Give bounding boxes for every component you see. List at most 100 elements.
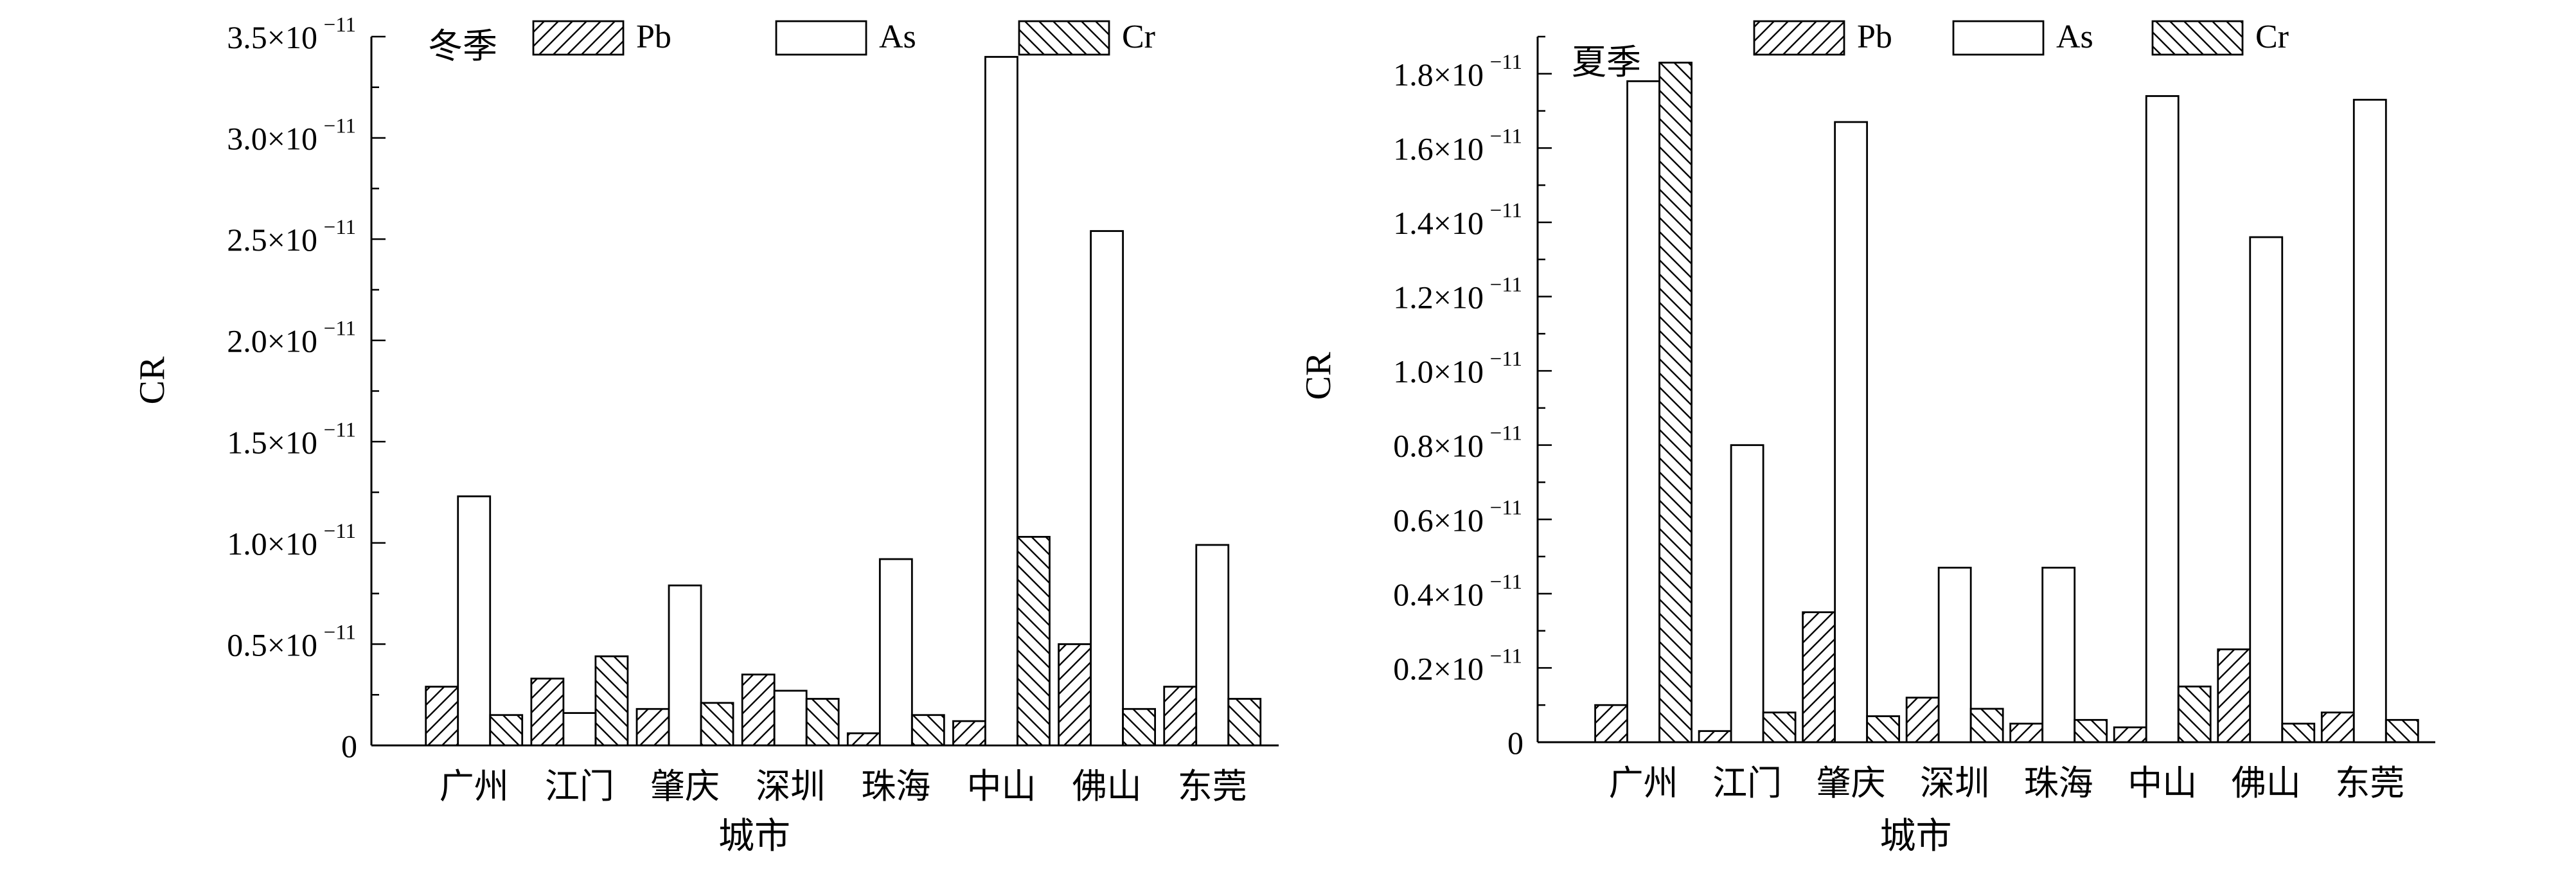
bar-cr-4 (910, 714, 945, 747)
bar-cr-3 (1969, 707, 2004, 743)
y-tick-label: 1.2×10 (1393, 280, 1484, 316)
bar-as-5 (2145, 95, 2180, 743)
legend-swatch-pb (1753, 20, 1845, 56)
legend-label-pb: Pb (636, 19, 671, 55)
legend-label-cr: Cr (2255, 19, 2289, 55)
bar-pb-6 (1058, 643, 1092, 747)
x-tick-label: 东莞 (2335, 764, 2404, 803)
y-tick-label: 0.6×10 (1393, 502, 1484, 538)
bar-cr-2 (700, 702, 734, 747)
bar-as-5 (984, 56, 1018, 747)
legend-swatch-as (775, 20, 867, 56)
bar-pb-3 (741, 673, 776, 747)
y-tick-exponent: −11 (1490, 199, 1522, 222)
bar-cr-4 (2074, 718, 2108, 743)
bar-cr-1 (1762, 711, 1797, 743)
y-tick-exponent: −11 (1490, 274, 1522, 297)
legend-label-pb: Pb (1857, 19, 1892, 55)
bar-as-3 (773, 690, 808, 747)
y-tick-label: 3.5×10 (227, 19, 317, 55)
x-tick-label: 肇庆 (1817, 764, 1886, 803)
bar-pb-3 (1905, 697, 1940, 743)
y-tick-label: 0.8×10 (1393, 428, 1484, 464)
bar-as-0 (1626, 80, 1660, 743)
bar-as-2 (1834, 121, 1869, 743)
y-tick-exponent: −11 (324, 216, 356, 239)
bar-cr-0 (1658, 62, 1692, 743)
bar-cr-2 (1866, 715, 1901, 743)
y-tick-label: 1.5×10 (227, 424, 317, 460)
bar-as-6 (1090, 230, 1124, 747)
legend-swatch-pb (532, 20, 625, 56)
bar-pb-7 (1163, 686, 1198, 747)
bar-cr-7 (1227, 698, 1262, 747)
bar-pb-6 (2217, 648, 2252, 743)
x-tick-label: 江门 (545, 767, 614, 806)
bar-as-1 (1730, 444, 1764, 743)
bar-as-0 (457, 495, 492, 747)
x-tick-label: 肇庆 (650, 767, 720, 806)
legend-swatch-cr (1018, 20, 1110, 56)
bar-cr-1 (594, 655, 629, 747)
bar-pb-5 (2113, 726, 2147, 743)
bar-pb-0 (1594, 704, 1628, 743)
bar-as-7 (2352, 98, 2387, 743)
bar-as-6 (2249, 236, 2284, 743)
season-label: 冬季 (428, 27, 497, 66)
x-tick-label: 中山 (2127, 764, 2197, 803)
x-tick-label: 珠海 (861, 767, 930, 806)
y-tick-label: 2.0×10 (227, 323, 317, 359)
bar-pb-4 (2009, 722, 2044, 743)
bar-cr-6 (1122, 707, 1157, 747)
y-tick-exponent: −11 (1490, 645, 1522, 668)
y-tick-label: 0.5×10 (227, 627, 317, 663)
x-tick-label: 珠海 (2024, 764, 2093, 803)
bar-pb-1 (530, 677, 565, 747)
y-tick-label: 1.8×10 (1393, 57, 1484, 93)
x-axis-title: 城市 (1880, 817, 1952, 857)
bar-as-2 (668, 584, 702, 747)
bar-pb-1 (1698, 730, 1732, 743)
bar-as-3 (1937, 566, 1972, 743)
legend-label-as: As (2056, 19, 2093, 55)
x-tick-label: 广州 (440, 767, 509, 806)
bar-pb-5 (952, 720, 986, 747)
x-tick-label: 广州 (1609, 764, 1678, 803)
bar-cr-0 (489, 714, 524, 747)
x-tick-label: 深圳 (756, 767, 825, 806)
bar-as-4 (2041, 566, 2076, 743)
y-tick-exponent: −11 (1490, 496, 1522, 519)
x-tick-label: 中山 (966, 767, 1036, 806)
y-tick-label: 3.0×10 (227, 121, 317, 157)
bar-cr-5 (1017, 536, 1051, 747)
y-tick-label: 0 (341, 728, 357, 764)
bar-pb-2 (1802, 611, 1836, 743)
y-axis-title: CR (1299, 352, 1338, 400)
y-tick-label: 0.4×10 (1393, 576, 1484, 612)
bar-pb-4 (846, 732, 881, 747)
bar-pb-0 (425, 686, 459, 747)
y-tick-label: 1.6×10 (1393, 130, 1484, 166)
x-tick-label: 江门 (1712, 764, 1782, 803)
bar-as-7 (1195, 544, 1230, 747)
bar-cr-6 (2281, 722, 2316, 743)
x-tick-label: 佛山 (1072, 767, 1142, 806)
y-tick-exponent: −11 (1490, 571, 1522, 594)
legend-label-cr: Cr (1122, 19, 1155, 55)
bar-cr-7 (2385, 718, 2419, 743)
legend-label-as: As (879, 19, 916, 55)
summer-chart: 0 0.2×10 −11 0.4×10 −11 0.6×10 −11 0.8×10 −11 1.0… (1299, 19, 2435, 857)
y-tick-exponent: −11 (324, 520, 356, 543)
x-tick-label: 佛山 (2232, 764, 2301, 803)
y-tick-label: 0.2×10 (1393, 650, 1484, 686)
x-tick-label: 深圳 (1920, 764, 1989, 803)
x-axis-title: 城市 (718, 817, 790, 857)
y-tick-exponent: −11 (324, 317, 356, 341)
legend-swatch-cr (2151, 20, 2244, 56)
y-tick-exponent: −11 (1490, 422, 1522, 445)
y-tick-label: 1.0×10 (1393, 353, 1484, 389)
bar-cr-3 (805, 698, 840, 747)
y-tick-label: 2.5×10 (227, 222, 317, 258)
legend-swatch-as (1952, 20, 2045, 56)
